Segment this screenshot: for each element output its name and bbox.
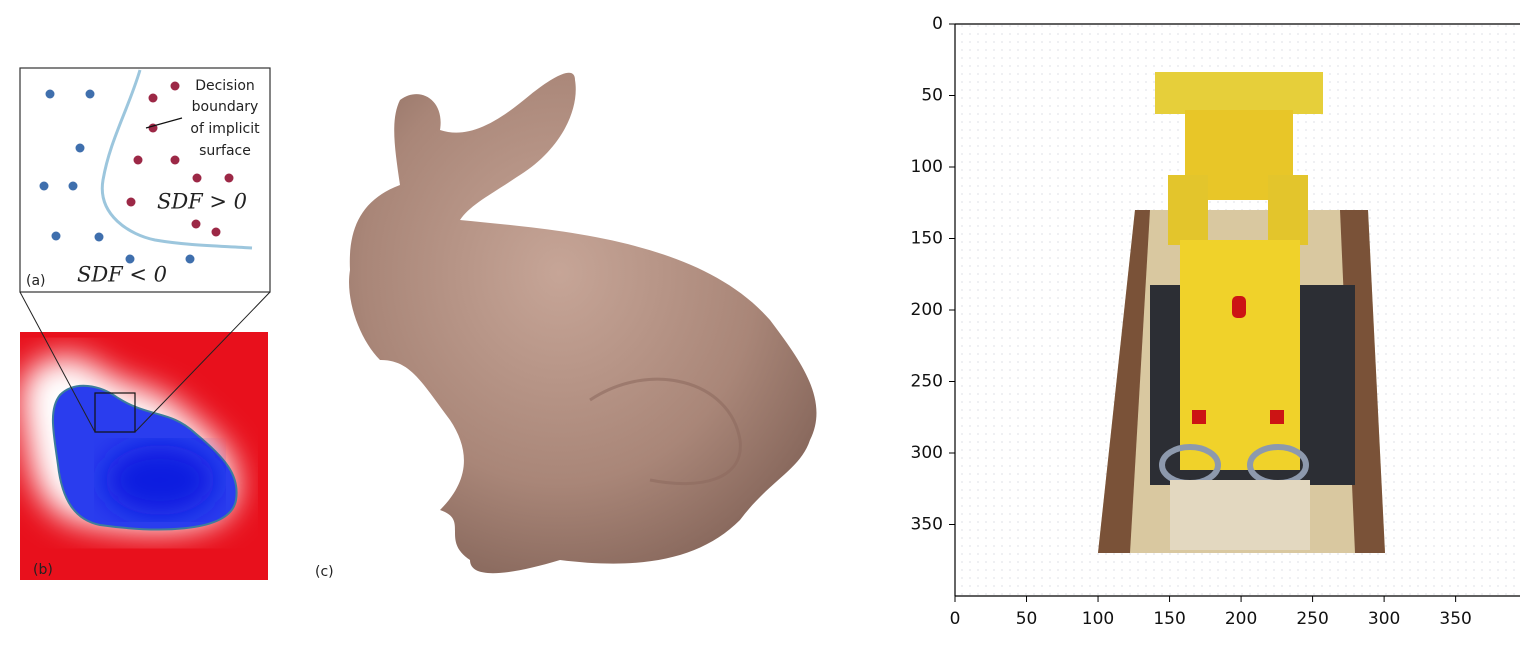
annotation-line: boundary [192, 99, 259, 115]
annotation-line: of implicit [190, 121, 260, 137]
y-tick-label: 350 [911, 515, 943, 535]
x-tick-label: 50 [1016, 609, 1038, 629]
x-tick-label: 300 [1368, 609, 1400, 629]
y-tick-label: 50 [921, 86, 943, 106]
y-tick-label: 200 [911, 300, 943, 320]
x-tick-label: 0 [950, 609, 961, 629]
x-tick-label: 100 [1082, 609, 1114, 629]
y-tick-label: 100 [911, 157, 943, 177]
x-tick-label: 250 [1296, 609, 1328, 629]
bunny [349, 73, 816, 573]
y-tick-label: 0 [932, 14, 943, 34]
sdf-negative-label: SDF < 0 [77, 263, 167, 287]
annotation-line: Decision [195, 78, 255, 94]
figure: Decision boundary of implicit surface SD… [0, 0, 1520, 646]
y-tick-label: 300 [911, 443, 943, 463]
panel-label: (c) [315, 564, 334, 580]
panel-b: (b) [20, 292, 270, 580]
image-plot [955, 24, 1520, 596]
x-tick-label: 350 [1439, 609, 1471, 629]
y-tick-label: 150 [911, 229, 943, 249]
panel-label: (b) [33, 562, 53, 578]
panel-label: (a) [26, 273, 46, 289]
y-tick-label: 250 [911, 372, 943, 392]
panel-c: (c) [315, 73, 816, 580]
x-tick-label: 200 [1225, 609, 1257, 629]
x-tick-label: 150 [1153, 609, 1185, 629]
sdf-positive-label: SDF > 0 [157, 190, 247, 214]
panel-a: Decision boundary of implicit surface SD… [20, 68, 270, 292]
annotation-line: surface [199, 143, 251, 159]
